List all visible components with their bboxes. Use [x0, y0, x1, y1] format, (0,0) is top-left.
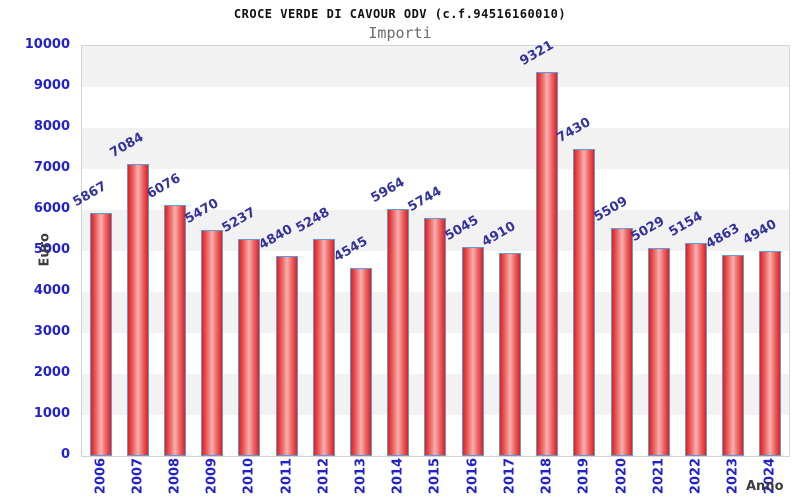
bar-2015 — [424, 218, 447, 456]
x-tick-label: 2021 — [651, 457, 667, 495]
x-axis: 2006 2007 2008 2009 2010 2011 2012 2013 2014 2015… — [82, 457, 789, 495]
bar-2017 — [498, 253, 521, 456]
x-tick-slot: 2019 — [566, 457, 603, 495]
x-tick-label: 2016 — [465, 457, 481, 495]
bar-slot-2018: 9321 — [517, 38, 566, 456]
x-tick-label: 2020 — [614, 457, 630, 495]
y-tick-label: 4000 — [33, 283, 70, 298]
bar-2018 — [536, 72, 559, 456]
y-tick-label: 10000 — [24, 37, 70, 52]
bar-2010 — [238, 239, 261, 456]
x-tick-slot: 2013 — [343, 457, 380, 495]
x-tick-label: 2023 — [725, 457, 741, 495]
chart-subtitle: Importi — [368, 24, 432, 42]
bar-slot-2011: 4840 — [257, 46, 305, 456]
x-tick-slot: 2022 — [678, 457, 715, 495]
bar-2022 — [685, 243, 707, 456]
x-tick-label: 2018 — [539, 457, 555, 495]
x-tick-label: 2011 — [279, 457, 295, 495]
x-tick-slot: 2010 — [231, 457, 268, 495]
bar-slot-2023: 4863 — [703, 46, 752, 456]
x-tick-slot: 2021 — [640, 457, 677, 495]
bar-slot-2020: 5509 — [592, 46, 640, 456]
bar-slot-2021: 5029 — [629, 46, 677, 456]
bar-2009 — [201, 230, 224, 456]
bar-slot-2016: 5045 — [443, 46, 491, 456]
bar-slot-2019: 7430 — [554, 46, 603, 456]
x-tick-label: 2010 — [241, 457, 257, 495]
bar-2011 — [275, 256, 298, 456]
y-tick-label: 0 — [60, 447, 70, 462]
x-tick-label: 2022 — [688, 457, 704, 495]
x-tick-slot: 2015 — [417, 457, 454, 495]
bar-value-label: 5867 — [70, 178, 110, 210]
bar-slot-2024: 4940 — [740, 46, 789, 456]
y-tick-label: 8000 — [33, 119, 70, 134]
x-tick-label: 2007 — [130, 457, 146, 495]
bar-series: 5867 7084 6076 5470 5237 4840 5248 4545 5964 5744… — [71, 38, 789, 456]
bar-slot-2015: 5744 — [405, 46, 454, 456]
x-tick-label: 2008 — [167, 457, 183, 495]
bar-2020 — [610, 228, 633, 456]
x-tick-slot: 2008 — [156, 457, 193, 495]
bar-slot-2013: 4545 — [331, 46, 380, 456]
x-tick-label: 2017 — [502, 457, 518, 495]
chart-title: CROCE VERDE DI CAVOUR ODV (c.f.945161600… — [233, 7, 567, 21]
x-tick-label: 2009 — [204, 457, 220, 495]
bar-2021 — [647, 248, 670, 456]
bar-slot-2017: 4910 — [480, 46, 528, 456]
y-tick-label: 2000 — [33, 365, 70, 380]
x-tick-label: 2014 — [390, 457, 406, 495]
plot-area: 5867 7084 6076 5470 5237 4840 5248 4545 5964 5744… — [71, 38, 790, 457]
bar-2016 — [461, 247, 484, 456]
x-axis-title: Anno — [746, 479, 784, 494]
x-tick-label: 2012 — [316, 457, 332, 495]
x-tick-label: 2013 — [353, 457, 369, 495]
x-tick-slot: 2016 — [454, 457, 491, 495]
bar-2013 — [350, 268, 373, 456]
bar-slot-2007: 7084 — [108, 46, 156, 456]
x-tick-slot: 2018 — [529, 457, 566, 495]
bar-2012 — [312, 239, 335, 456]
bar-slot-2014: 5964 — [368, 46, 417, 456]
x-tick-slot: 2020 — [603, 457, 640, 495]
y-tick-label: 1000 — [33, 406, 70, 421]
bar-2023 — [722, 255, 745, 456]
x-tick-slot: 2017 — [491, 457, 528, 495]
x-tick-label: 2019 — [576, 457, 592, 495]
bar-slot-2009: 5470 — [182, 46, 231, 456]
y-tick-label: 3000 — [33, 324, 70, 339]
bar-2024 — [759, 251, 782, 456]
x-tick-slot: 2014 — [380, 457, 417, 495]
bar-2006 — [89, 213, 112, 456]
bar-slot-2012: 5248 — [294, 46, 342, 456]
bar-slot-2022: 5154 — [666, 46, 715, 456]
x-tick-slot: 2006 — [82, 457, 119, 495]
bar-2008 — [163, 205, 186, 456]
x-tick-slot: 2012 — [305, 457, 342, 495]
bar-2019 — [573, 149, 596, 456]
bar-2007 — [126, 164, 149, 456]
y-tick-label: 5000 — [33, 242, 70, 257]
bar-slot-2006: 5867 — [71, 46, 119, 456]
y-axis-title: Euro — [37, 233, 53, 267]
y-axis: 10000 9000 8000 7000 6000 5000 4000 3000 2000 100… — [0, 0, 70, 500]
y-tick-label: 7000 — [33, 160, 70, 175]
bar-value-label: 9321 — [517, 37, 556, 69]
bar-slot-2008: 6076 — [145, 46, 193, 456]
x-tick-slot: 2009 — [194, 457, 231, 495]
y-tick-label: 9000 — [33, 78, 70, 93]
y-tick-label: 6000 — [33, 201, 70, 216]
x-tick-slot: 2007 — [119, 457, 156, 495]
bar-slot-2010: 5237 — [219, 46, 268, 456]
x-tick-label: 2006 — [93, 457, 108, 495]
x-tick-label: 2015 — [427, 457, 443, 495]
x-tick-slot: 2011 — [268, 457, 305, 495]
bar-2014 — [387, 209, 410, 456]
